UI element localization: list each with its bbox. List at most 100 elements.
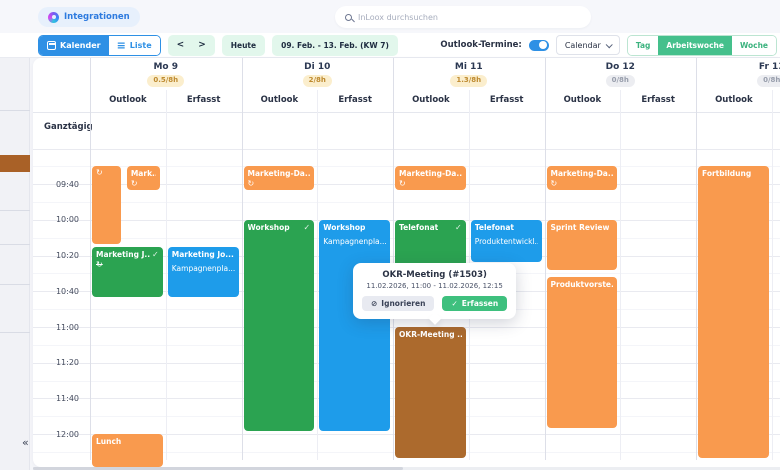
- sidebar-divider: [0, 284, 30, 285]
- check-icon: ✓: [303, 222, 311, 232]
- liste-button[interactable]: ≡ Liste: [108, 35, 160, 55]
- time-label: 10:40: [55, 286, 79, 296]
- event-title: Marketing Jo...: [171, 249, 234, 259]
- calendar-event[interactable]: Workshop Kampagnenpla...: [319, 219, 390, 432]
- event-title: Marketing-Da...: [399, 169, 462, 179]
- time-label: 10:20: [55, 251, 79, 261]
- sidebar-selected-item[interactable]: [0, 155, 30, 172]
- liste-label: Liste: [129, 40, 152, 50]
- woche-button[interactable]: Woche: [731, 35, 776, 55]
- badge-value: 2/8h: [302, 75, 332, 87]
- collapsed-sidebar: [0, 58, 30, 470]
- sidebar-divider: [0, 210, 30, 211]
- nav-pill: < >: [167, 34, 215, 56]
- sync-icon: ↻: [130, 179, 138, 189]
- inloox-logo-icon: [48, 11, 59, 23]
- badge-value: 0/8h: [757, 75, 780, 87]
- column-header-erfasst: Erfasst: [186, 95, 221, 105]
- check-icon: ✓: [152, 249, 159, 259]
- event-title: Workshop: [247, 222, 290, 232]
- collapse-sidebar-button[interactable]: «: [22, 436, 29, 449]
- calendar-event[interactable]: Produktvorste...: [546, 277, 618, 428]
- day-header: Mi 11: [454, 62, 483, 72]
- header-divider: [33, 112, 780, 113]
- event-title: Sprint Review: [550, 222, 610, 232]
- toolbar: Kalender ≡ Liste < > Heute 09. Feb. - 13…: [0, 33, 780, 58]
- calendar-event[interactable]: Telefonat Produktentwickl...: [470, 219, 542, 262]
- time-label: 10:00: [55, 215, 79, 225]
- time-label: 11:00: [55, 322, 79, 332]
- integrations-button[interactable]: Integrationen: [38, 7, 140, 27]
- gridline: [33, 148, 780, 150]
- search-input[interactable]: [358, 12, 581, 22]
- top-header: Integrationen: [0, 0, 780, 33]
- calendar-event[interactable]: Marketing J... ✓ ↻: [92, 246, 163, 298]
- event-title: Produktvorste...: [550, 280, 614, 290]
- outlook-termine-toggle[interactable]: [528, 39, 549, 51]
- outlook-termine-label: Outlook-Termine:: [440, 40, 522, 50]
- day-header: Di 10: [304, 62, 331, 72]
- kalender-label: Kalender: [60, 40, 101, 50]
- erfassen-label: Erfassen: [461, 299, 499, 308]
- event-subtitle: Kampagnenpla...: [323, 236, 386, 246]
- sync-off-icon: ↻: [96, 259, 103, 269]
- search-box[interactable]: [335, 6, 591, 28]
- calendar-select[interactable]: Calendar: [555, 35, 620, 55]
- heute-button[interactable]: Heute: [221, 34, 266, 56]
- column-header-outlook: Outlook: [563, 95, 602, 105]
- next-button[interactable]: >: [198, 40, 206, 50]
- tag-button[interactable]: Tag: [627, 35, 659, 55]
- column-header-outlook: Outlook: [412, 95, 450, 105]
- ignorieren-button[interactable]: ⊘ Ignorieren: [362, 296, 435, 311]
- event-subtitle: Kampagnenpla...: [171, 263, 235, 273]
- day-hours-badge: 1.3/8h: [393, 75, 545, 87]
- calendar-event[interactable]: Sprint Review: [546, 219, 618, 271]
- calendar-event[interactable]: ↻: [92, 166, 122, 244]
- calendar-event[interactable]: OKR-Meeting ...: [395, 327, 466, 458]
- event-title: Fortbildung: [702, 169, 752, 179]
- calendar-event[interactable]: Fortbildung: [698, 166, 769, 458]
- time-label: 12:00: [55, 429, 79, 439]
- calendar-icon: [47, 40, 56, 50]
- view-mode-segmented-control: Kalender ≡ Liste: [38, 34, 161, 56]
- calendar-event[interactable]: Marketing Jo... Kampagnenpla...: [167, 246, 239, 298]
- subcolumn-separator: [771, 90, 773, 460]
- sidebar-divider: [0, 332, 30, 333]
- column-header-erfasst: Erfasst: [338, 95, 372, 105]
- day-hours-badge: 0.5/8h: [90, 75, 242, 87]
- day-separator: [393, 58, 394, 460]
- calendar-event[interactable]: Marketing-Da... ↻: [243, 166, 315, 191]
- event-title: Mark...: [130, 169, 156, 179]
- popup-datetime: 11.02.2026, 11:00 - 11.02.2026, 12:15: [366, 282, 503, 290]
- column-header-outlook: Outlook: [109, 95, 147, 105]
- kalender-button[interactable]: Kalender: [39, 35, 109, 55]
- sidebar-divider: [0, 110, 30, 111]
- prev-button[interactable]: <: [176, 40, 185, 50]
- calendar-select-value: Calendar: [564, 40, 601, 50]
- event-action-popup: OKR-Meeting (#1503) 11.02.2026, 11:00 - …: [353, 263, 517, 319]
- arbeitswoche-button[interactable]: Arbeitswoche: [658, 35, 732, 55]
- day-hours-badge: 2/8h: [242, 75, 394, 87]
- calendar-event[interactable]: Workshop ✓: [243, 219, 315, 432]
- day-header: Do 12: [605, 62, 635, 72]
- scrollbar-thumb[interactable]: [33, 467, 403, 470]
- event-title: Workshop: [323, 222, 366, 232]
- subcolumn-separator: [317, 90, 319, 460]
- popup-title: OKR-Meeting (#1503): [382, 270, 487, 280]
- horizontal-scrollbar[interactable]: [33, 467, 780, 470]
- calendar-event[interactable]: Lunch: [92, 434, 163, 467]
- calendar-event[interactable]: Marketing-Da... ↻: [395, 166, 466, 191]
- calendar-event[interactable]: Marketing-Da... ↻: [546, 166, 618, 191]
- erfassen-button[interactable]: ✓ Erfassen: [442, 296, 508, 311]
- sync-icon: ↻: [96, 168, 103, 178]
- column-header-outlook: Outlook: [715, 95, 753, 105]
- day-hours-badge: 0/8h: [696, 75, 780, 87]
- time-label: 11:40: [55, 393, 79, 403]
- day-header: Fr 13: [758, 62, 780, 72]
- calendar-event[interactable]: Mark...↻: [126, 166, 160, 191]
- gridline: [33, 202, 780, 204]
- event-title: Marketing J...: [96, 249, 151, 259]
- date-range-label[interactable]: 09. Feb. - 13. Feb. (KW 7): [272, 34, 398, 56]
- list-icon: ≡: [116, 38, 126, 52]
- day-hours-badge: 0/8h: [545, 75, 697, 87]
